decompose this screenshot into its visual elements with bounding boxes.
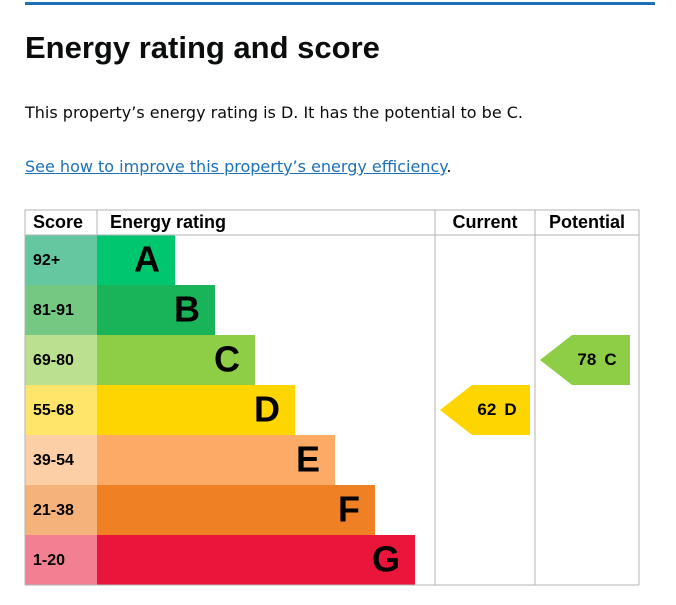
rating-letter: E [296,439,320,480]
score-label: 1-20 [33,552,65,569]
score-cell [25,335,97,385]
rating-letter: A [134,239,160,280]
link-line: See how to improve this property’s energ… [25,157,452,176]
rating-bar [97,485,375,535]
column-header: Energy rating [110,212,226,232]
current-score: 62 [477,400,496,419]
rating-letter: B [174,289,200,330]
rating-letter: F [338,489,360,530]
rating-bar [97,335,255,385]
score-label: 21-38 [33,502,74,519]
potential-arrow [540,335,630,385]
potential-score: 78 [577,350,596,369]
improve-link[interactable]: See how to improve this property’s energ… [25,157,447,176]
score-cell [25,535,97,585]
score-cell [25,385,97,435]
title: Energy rating and score [25,30,380,65]
rating-bar [97,285,215,335]
score-label: 55-68 [33,402,74,419]
column-header: Score [33,212,83,232]
potential-letter: C [604,350,616,369]
rating-bar [97,235,175,285]
column-header: Potential [549,212,625,232]
potential-label: 78 C [577,350,616,369]
score-cell [25,435,97,485]
score-cell [25,235,97,285]
rating-bar [97,535,415,585]
column-header: Current [452,212,517,232]
score-cell [25,485,97,535]
rating-bar [97,385,295,435]
current-arrow [440,385,530,435]
current-letter: D [504,400,516,419]
score-label: 39-54 [33,452,74,469]
score-label: 69-80 [33,352,74,369]
top-border [25,2,655,5]
rating-letter: G [372,539,400,580]
summary: This property’s energy rating is D. It h… [25,103,523,122]
score-cell [25,285,97,335]
rating-letter: C [214,339,240,380]
rating-letter: D [254,389,280,430]
link-period: . [446,157,452,176]
score-label: 92+ [33,252,60,269]
current-label: 62 D [477,400,516,419]
rating-bar [97,435,335,485]
score-label: 81-91 [33,302,74,319]
